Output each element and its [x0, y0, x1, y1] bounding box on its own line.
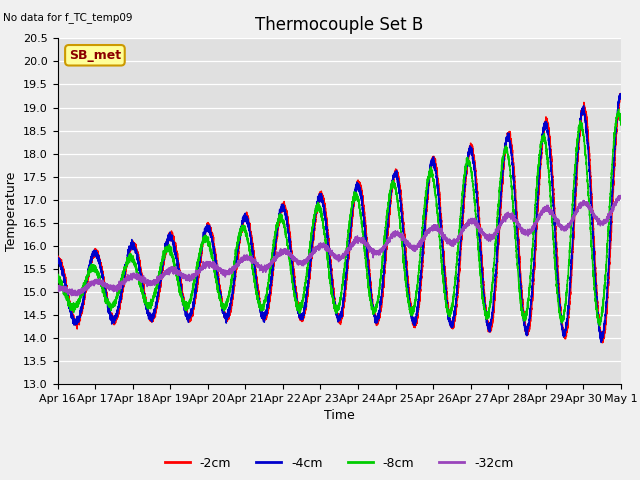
- X-axis label: Time: Time: [324, 409, 355, 422]
- Text: No data for f_TC_temp09: No data for f_TC_temp09: [3, 12, 132, 23]
- Title: Thermocouple Set B: Thermocouple Set B: [255, 16, 423, 34]
- Text: SB_met: SB_met: [69, 49, 121, 62]
- Legend: -2cm, -4cm, -8cm, -32cm: -2cm, -4cm, -8cm, -32cm: [160, 452, 518, 475]
- Y-axis label: Temperature: Temperature: [4, 171, 17, 251]
